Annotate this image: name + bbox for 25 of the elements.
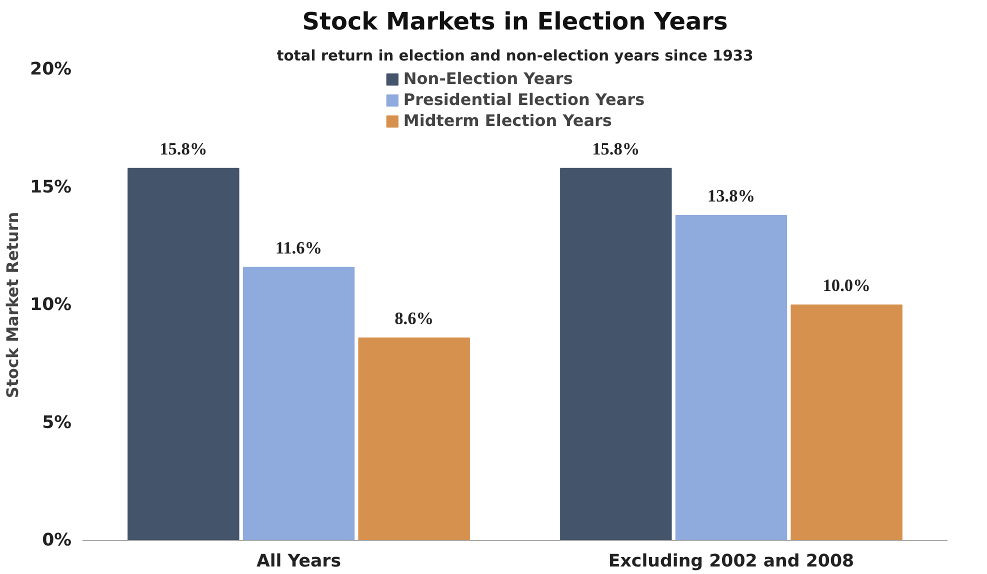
- bar: [675, 215, 788, 540]
- data-label: 11.6%: [275, 238, 322, 258]
- data-label: 8.6%: [394, 308, 434, 328]
- y-tick-label: 0%: [42, 530, 72, 550]
- legend-label: Non-Election Years: [403, 69, 573, 88]
- bar: [560, 168, 672, 540]
- data-label: 10.0%: [822, 276, 870, 295]
- y-tick-label: 20%: [30, 60, 72, 80]
- x-tick-label: All Years: [256, 552, 342, 572]
- legend-label: Presidential Election Years: [403, 90, 645, 109]
- y-axis-title: Stock Market Return: [3, 212, 22, 398]
- y-tick-label: 15%: [30, 177, 72, 198]
- data-label: 15.8%: [160, 139, 208, 158]
- bar: [128, 168, 240, 540]
- bar: [790, 304, 902, 540]
- chart-subtitle: total return in election and non-election years since 1933: [276, 48, 754, 64]
- y-tick-label: 10%: [30, 295, 72, 315]
- bar: [358, 337, 470, 540]
- data-label: 13.8%: [707, 186, 756, 206]
- x-tick-label: Excluding 2002 and 2008: [608, 552, 854, 572]
- data-label: 15.8%: [592, 139, 640, 158]
- bar: [242, 266, 355, 540]
- legend-label: Midterm Election Years: [403, 111, 612, 130]
- y-tick-label: 5%: [42, 412, 72, 433]
- chart-title: Stock Markets in Election Years: [302, 8, 728, 36]
